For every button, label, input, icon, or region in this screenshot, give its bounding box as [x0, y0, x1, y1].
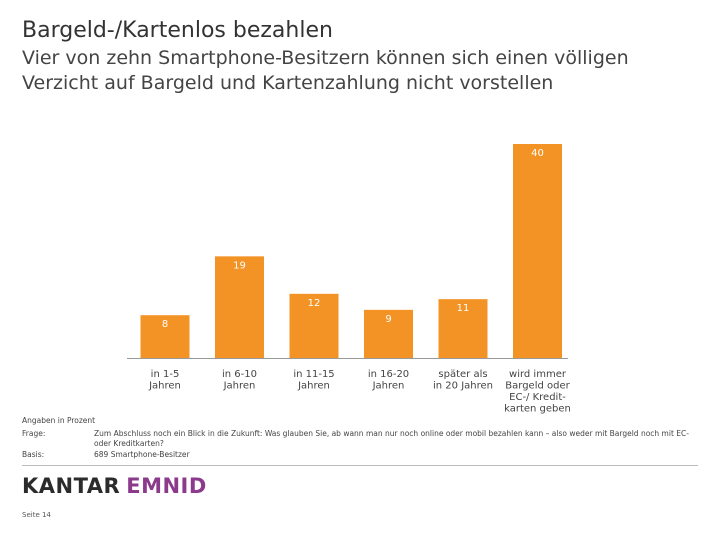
question-label: Frage: [22, 429, 46, 438]
basis-label: Basis: [22, 450, 45, 459]
page-subtitle: Vier von zehn Smartphone-Besitzern könne… [22, 47, 629, 94]
bar-2 [215, 256, 264, 358]
footer-divider [22, 465, 698, 466]
category-label-2: in 6-10 Jahren [222, 369, 257, 392]
page-number: Seite 14 [22, 511, 51, 519]
bar-3 [289, 293, 339, 358]
category-label-3: in 11-15 Jahren [293, 369, 334, 392]
bar-4 [364, 309, 413, 358]
bar-6 [513, 144, 562, 358]
bar-chart: 8 in 1-5 Jahren 19 in 6-10 Jahren 12 in 11-15 Ja… [127, 144, 571, 415]
bar-5 [438, 299, 488, 358]
bar-value-label-3: 12 [308, 298, 321, 309]
bar-value-label-5: 11 [457, 303, 470, 314]
bar-value-label-1: 8 [162, 319, 168, 330]
page-title: Bargeld-/Kartenlos bezahlen [22, 18, 333, 43]
kantar-emnid-logo: KANTAR EMNID [22, 474, 207, 498]
basis-text: 689 Smartphone-Besitzer [94, 450, 190, 459]
logo-emnid: EMNID [126, 474, 207, 498]
bar-value-label-2: 19 [233, 260, 246, 271]
bar-value-label-6: 40 [531, 148, 544, 159]
category-label-6: wird immer Bargeld oder EC-/ Kredit-karten… [504, 369, 571, 415]
bar-1 [140, 315, 190, 358]
unit-note-text: Angaben in Prozent [22, 416, 96, 425]
bar-value-label-4: 9 [385, 314, 391, 325]
category-label-5: später als in 20 Jahren [433, 369, 493, 392]
category-label-4: in 16-20 Jahren [368, 369, 409, 392]
logo-kantar: KANTAR [22, 474, 121, 498]
question-text: Zum Abschluss noch ein Blick in die Zuku… [94, 429, 689, 448]
category-label-1: in 1-5 Jahren [148, 369, 181, 392]
